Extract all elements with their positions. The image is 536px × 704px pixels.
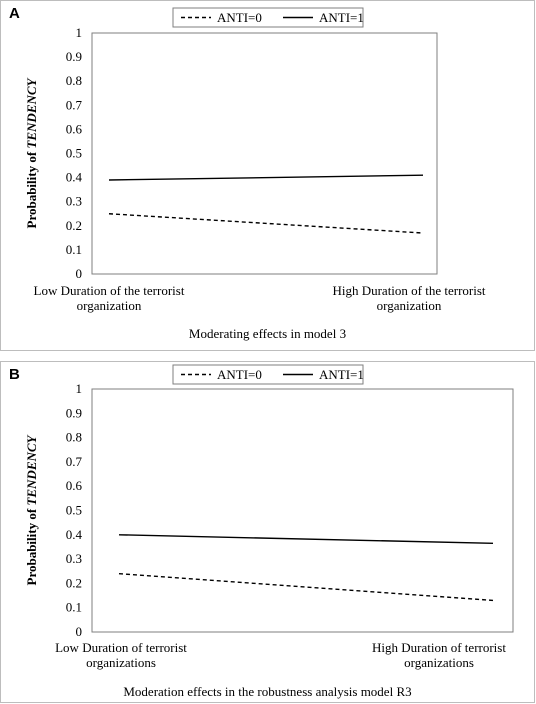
series-line [118, 534, 494, 545]
y-axis-label: Probability of TENDENCY [24, 434, 39, 585]
legend-box [172, 7, 364, 28]
y-tick-label: 0.5 [66, 503, 82, 518]
y-tick-label: 0.6 [66, 478, 83, 493]
chart-caption: Moderation effects in the robustness ana… [123, 684, 412, 699]
y-tick-label: 0.7 [66, 97, 83, 112]
y-tick-label: 0.1 [66, 242, 82, 257]
chart-panel-b: B 0 0.1 0.2 0.3 0.4 0.5 0.6 0.7 0.8 0.9 1 Probabili… [0, 361, 535, 703]
plot-area [91, 32, 438, 275]
legend-label: ANTI=1 [319, 10, 364, 25]
panel-label: B [9, 366, 20, 383]
y-tick-label: 0.2 [66, 575, 82, 590]
series-line [108, 213, 424, 234]
x-tick-label: Low Duration of the terrorist [34, 283, 185, 298]
panel-label: A [9, 5, 20, 22]
y-tick-label: 0.6 [66, 121, 83, 136]
series-line [118, 572, 494, 602]
y-tick-label: 0.2 [66, 218, 82, 233]
y-tick-label: 0.3 [66, 194, 82, 209]
series-line [108, 174, 424, 181]
x-tick-label: Low Duration of terrorist [55, 640, 187, 655]
y-tick-label: 0.7 [66, 454, 83, 469]
x-tick-label: High Duration of the terrorist [332, 283, 485, 298]
y-tick-label: 0.3 [66, 551, 82, 566]
y-axis-label: Probability of TENDENCY [24, 77, 39, 228]
chart-svg: 0 0.1 0.2 0.3 0.4 0.5 0.6 0.7 0.8 0.9 1 Probability… [24, 7, 486, 313]
y-tick-label: 0.4 [66, 170, 83, 185]
y-tick-label: 0.1 [66, 600, 82, 615]
y-tick-label: 0.4 [66, 527, 83, 542]
legend-label: ANTI=0 [217, 10, 262, 25]
legend-label: ANTI=0 [217, 367, 262, 382]
legend-box [172, 364, 364, 385]
plot-area [91, 388, 514, 633]
x-tick-label: organizations [86, 655, 156, 670]
chart-caption: Moderating effects in model 3 [188, 326, 347, 341]
y-tick-label: 1 [76, 381, 83, 396]
x-tick-label: organization [77, 298, 142, 313]
y-tick-label: 0.9 [66, 405, 82, 420]
y-tick-label: 0.9 [66, 49, 82, 64]
y-tick-label: 0 [76, 266, 83, 281]
legend-label: ANTI=1 [319, 367, 364, 382]
y-tick-label: 0.8 [66, 73, 82, 88]
x-tick-label: organizations [404, 655, 474, 670]
y-tick-label: 0.8 [66, 430, 82, 445]
x-tick-label: High Duration of terrorist [372, 640, 506, 655]
y-tick-label: 0.5 [66, 146, 82, 161]
y-tick-label: 1 [76, 25, 83, 40]
chart-svg: 0 0.1 0.2 0.3 0.4 0.5 0.6 0.7 0.8 0.9 1 Probability… [24, 364, 514, 670]
x-tick-label: organization [377, 298, 442, 313]
y-tick-label: 0 [76, 624, 83, 639]
chart-panel-a: A 0 0.1 0.2 0.3 0.4 0.5 0.6 0.7 0.8 0.9 1 Probabili… [0, 0, 535, 351]
